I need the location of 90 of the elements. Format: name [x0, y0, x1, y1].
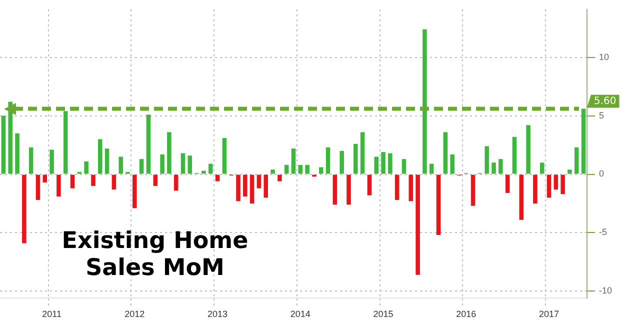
bar [574, 147, 579, 174]
bar [174, 174, 178, 191]
bar [139, 159, 144, 174]
y-tick-label: -5 [598, 227, 608, 238]
bar [91, 174, 96, 186]
bar [70, 174, 75, 188]
y-tick-label: 0 [598, 168, 604, 179]
bar [526, 125, 530, 174]
bar [202, 170, 206, 174]
bar [554, 174, 558, 190]
bar [36, 174, 40, 200]
ref-line-label: 5.60 [594, 96, 616, 107]
bar [354, 144, 358, 174]
bar [408, 174, 414, 202]
bar [394, 174, 400, 200]
text: Existing Home Sales MoM [60, 228, 250, 282]
bar [146, 114, 151, 174]
bar [98, 139, 102, 174]
bar [56, 174, 61, 196]
bar [318, 167, 324, 174]
bar [50, 150, 54, 174]
bar [367, 174, 372, 196]
bar [63, 111, 68, 174]
x-tick-label: 2017 [538, 309, 560, 320]
bar [112, 174, 116, 190]
bar [498, 159, 503, 174]
bar [264, 174, 268, 198]
bar [208, 164, 213, 174]
bar [278, 174, 282, 182]
bar [167, 132, 172, 174]
x-tick-label: 2014 [290, 309, 310, 320]
bar [153, 174, 158, 186]
bar [132, 174, 137, 208]
bar [360, 132, 365, 174]
bar [519, 174, 524, 220]
bar [188, 156, 192, 174]
bar [346, 174, 351, 205]
bar [568, 170, 572, 174]
x-tick-label: 2015 [373, 309, 394, 320]
bar [84, 161, 88, 174]
bar [222, 138, 227, 174]
bar [243, 174, 248, 196]
bar [22, 174, 26, 244]
bar [236, 174, 240, 202]
bar [422, 29, 427, 174]
bar [429, 164, 434, 174]
bar [250, 174, 254, 204]
bar [381, 152, 386, 174]
bar [581, 108, 586, 174]
bar [332, 174, 338, 205]
x-tick-label: 2013 [208, 309, 228, 320]
bar [470, 174, 476, 206]
bar [484, 146, 489, 174]
bar [374, 156, 379, 174]
bar [443, 132, 448, 174]
bar [560, 174, 565, 194]
bar [416, 174, 420, 275]
bar [326, 147, 330, 174]
bar [270, 170, 275, 174]
bar [450, 154, 454, 174]
bar [15, 133, 20, 174]
y-tick-label: -10 [598, 286, 612, 296]
x-tick-label: 2012 [124, 309, 145, 320]
bar [546, 174, 552, 198]
bar [28, 147, 34, 174]
bar [402, 159, 406, 174]
bar [104, 148, 110, 174]
bar [436, 174, 441, 236]
bar [215, 174, 220, 182]
bar [118, 156, 123, 174]
bar [512, 136, 517, 174]
bar [505, 174, 510, 193]
bar [492, 162, 496, 174]
bar [540, 162, 544, 174]
bar [180, 153, 186, 174]
bar [160, 154, 164, 174]
y-tick-label: 5 [598, 110, 604, 120]
bar [284, 164, 289, 174]
bar [1, 116, 6, 174]
bar [388, 153, 392, 174]
bar [298, 164, 303, 174]
x-tick-label: 2016 [456, 309, 476, 320]
bar [533, 174, 538, 204]
bar [256, 174, 262, 188]
bar [291, 148, 296, 174]
y-tick-label: 10 [598, 52, 610, 62]
bar [340, 150, 344, 174]
bar [305, 164, 310, 174]
bar [42, 174, 48, 182]
x-tick-label: 2011 [42, 309, 62, 320]
